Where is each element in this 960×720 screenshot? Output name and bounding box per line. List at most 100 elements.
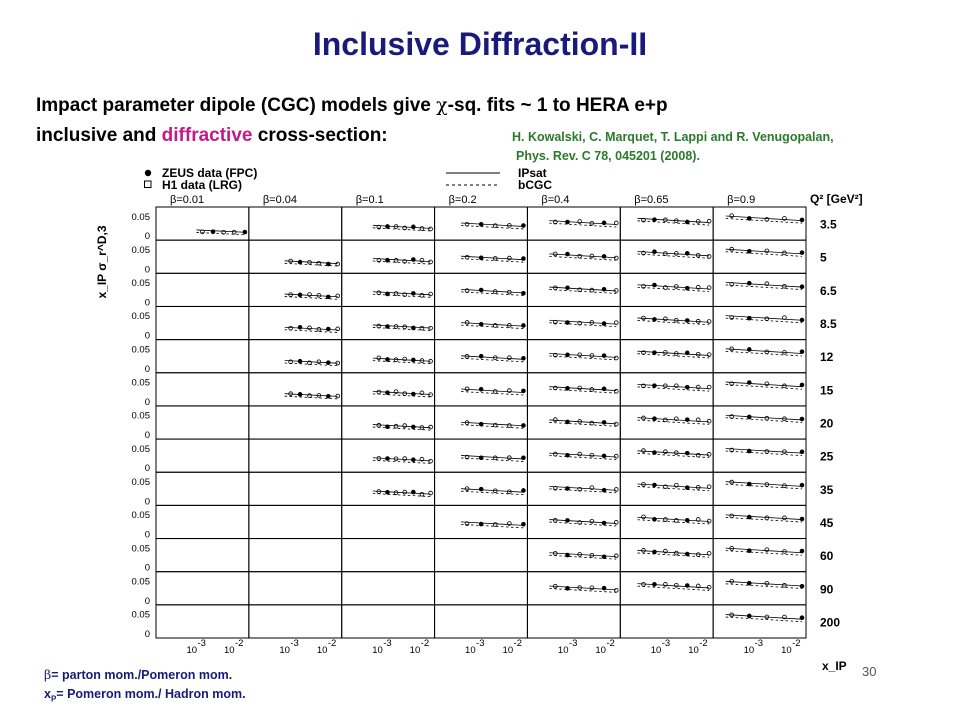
ipsat-curve-3-6 (725, 315, 803, 321)
bcgc-curve-3-4 (549, 322, 617, 328)
bcgc-curve-2-6 (725, 284, 803, 290)
ytick-label-8-zero: 0 (145, 496, 150, 507)
data-point-3-3-4 (521, 323, 526, 328)
xtick-base-5-a: 10 (651, 645, 662, 656)
bcgc-curve-8-6 (725, 483, 803, 490)
data-point-0-4-5 (613, 220, 619, 226)
ipsat-curve-3-2 (372, 324, 431, 329)
data-point-7-5-0 (641, 448, 646, 453)
chi-symbol: χ (436, 94, 448, 116)
ipsat-curve-10-5 (637, 550, 710, 556)
ipsat-curve-2-6 (725, 282, 803, 288)
ipsat-curve-1-3 (461, 255, 524, 261)
data-point-4-5-5 (695, 351, 701, 357)
ipsat-curve-5-5 (637, 383, 710, 390)
data-point-5-1-2 (307, 393, 312, 398)
footnotes: β= parton mom./Pomeron mom. xP= Pomeron … (44, 665, 246, 709)
xtick-exp-3-a: -3 (476, 638, 484, 649)
panel-9-0 (155, 504, 250, 540)
data-point-10-6-4 (799, 548, 805, 554)
ipsat-curve-5-3 (461, 388, 524, 393)
ipsat-curve-1-5 (637, 251, 710, 257)
ytick-label-7-high: 0.05 (132, 444, 151, 455)
data-point-8-2-5 (419, 491, 425, 497)
data-point-8-5-4 (684, 485, 690, 490)
xtick-exp-3-b: -2 (514, 638, 522, 649)
panel-7-0 (155, 438, 250, 473)
data-point-2-1-4 (325, 294, 331, 300)
panel-5-5 (619, 372, 714, 407)
data-point-7-4-2 (577, 451, 582, 457)
data-point-0-6-0 (729, 213, 735, 218)
ipsat-curve-2-3 (461, 288, 524, 294)
xp-note-text: = Pomeron mom./ Hadron mom. (56, 687, 246, 701)
beta-note-text: = parton mom./Pomeron mom. (51, 668, 233, 682)
data-point-8-4-4 (601, 487, 607, 493)
ytick-label-4-zero: 0 (145, 364, 150, 375)
ipsat-curve-4-4 (549, 353, 617, 358)
xtick-exp-2-a: -3 (383, 638, 391, 649)
panel-2-5 (619, 272, 714, 307)
panel-10-0 (155, 538, 250, 573)
data-point-6-6-4 (799, 416, 805, 422)
data-point-1-5-1 (652, 249, 657, 255)
data-point-2-5-3 (674, 284, 679, 289)
panel-9-6 (712, 504, 807, 540)
bcgc-curve-8-4 (549, 488, 617, 494)
data-point-5-6-2 (764, 381, 770, 387)
ipsat-curve-1-1 (284, 260, 338, 264)
q2-value-12: 200 (820, 615, 840, 629)
ipsat-curve-3-4 (549, 319, 617, 325)
reference-citation: H. Kowalski, C. Marquet, T. Lappi and R.… (512, 128, 834, 166)
ytick-label-0-zero: 0 (145, 231, 150, 242)
bcgc-curve-6-5 (637, 419, 710, 425)
ytick-label-10-high: 0.05 (132, 543, 151, 554)
ipsat-curve-2-5 (637, 284, 710, 290)
panel-4-0 (155, 339, 250, 374)
bcgc-curve-6-6 (725, 417, 803, 423)
data-point-8-2-3 (402, 489, 408, 495)
panel-4-1 (248, 339, 343, 374)
data-point-3-5-2 (663, 316, 668, 322)
bcgc-curve-0-5 (637, 220, 710, 226)
bcgc-curve-9-4 (549, 521, 617, 527)
bcgc-curve-10-4 (549, 554, 617, 560)
bcgc-curve-7-3 (461, 457, 524, 462)
data-point-9-5-0 (641, 514, 646, 520)
panel-1-1 (248, 239, 343, 274)
xtick-base-2-a: 10 (372, 645, 383, 656)
panel-4-2 (341, 339, 436, 374)
data-point-3-6-2 (764, 316, 770, 322)
ipsat-curve-8-5 (637, 483, 710, 489)
ytick-label-9-zero: 0 (145, 530, 150, 541)
panel-8-1 (248, 471, 343, 506)
data-point-4-6-1 (746, 347, 752, 352)
data-point-5-2-3 (402, 391, 408, 396)
xtick-base-5-b: 10 (688, 645, 699, 656)
ipsat-curve-7-6 (725, 448, 803, 454)
data-point-1-4-1 (565, 251, 570, 257)
data-point-3-5-6 (706, 319, 712, 324)
bcgc-curve-2-1 (284, 296, 338, 300)
ytick-label-10-zero: 0 (145, 563, 150, 574)
ytick-label-9-high: 0.05 (132, 510, 151, 521)
data-point-2-2-6 (428, 291, 433, 297)
data-point-1-3-0 (464, 254, 470, 260)
q2-value-7: 25 (820, 450, 834, 464)
data-point-1-1-3 (316, 260, 322, 266)
xtick-exp-2-b: -2 (421, 638, 429, 649)
data-point-5-6-4 (799, 382, 805, 388)
ytick-label-7-zero: 0 (145, 463, 150, 474)
data-point-0-3-4 (521, 223, 526, 228)
data-point-11-6-2 (764, 580, 770, 586)
panel-3-0 (155, 305, 250, 341)
panel-8-0 (155, 471, 250, 506)
data-point-5-3-2 (492, 389, 498, 394)
q2-value-9: 45 (820, 516, 834, 530)
data-point-5-5-6 (706, 384, 712, 390)
data-point-1-1-5 (335, 261, 341, 267)
ipsat-curve-0-5 (637, 217, 710, 223)
xtick-exp-4-b: -2 (606, 638, 614, 649)
data-point-8-4-5 (613, 487, 619, 492)
q2-value-8: 35 (820, 483, 834, 497)
